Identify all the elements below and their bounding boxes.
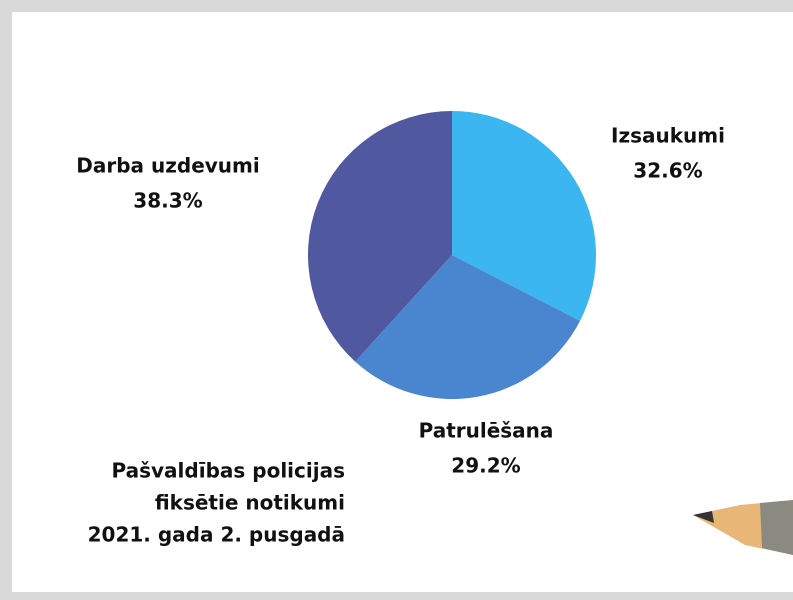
pie-slice bbox=[452, 111, 596, 321]
pie-slice bbox=[355, 255, 581, 400]
chart-title-line: 2021. gada 2. pusgadā bbox=[88, 523, 345, 547]
slice-label: Patrulēšana bbox=[419, 419, 554, 443]
chart-title-line: fiksētie notikumi bbox=[155, 491, 345, 515]
chart-title: Pašvaldības policijas fiksētie notikumi 20… bbox=[88, 459, 345, 547]
slice-value-label: 29.2% bbox=[451, 454, 520, 478]
pie-slice bbox=[307, 110, 452, 362]
slice-value-label: 38.3% bbox=[133, 189, 202, 213]
slice-label: Darba uzdevumi bbox=[76, 154, 259, 178]
slice-label: Izsaukumi bbox=[611, 124, 725, 148]
chart-title-line: Pašvaldības policijas bbox=[112, 459, 346, 483]
pencil bbox=[693, 500, 793, 555]
slice-value-label: 32.6% bbox=[633, 159, 702, 183]
